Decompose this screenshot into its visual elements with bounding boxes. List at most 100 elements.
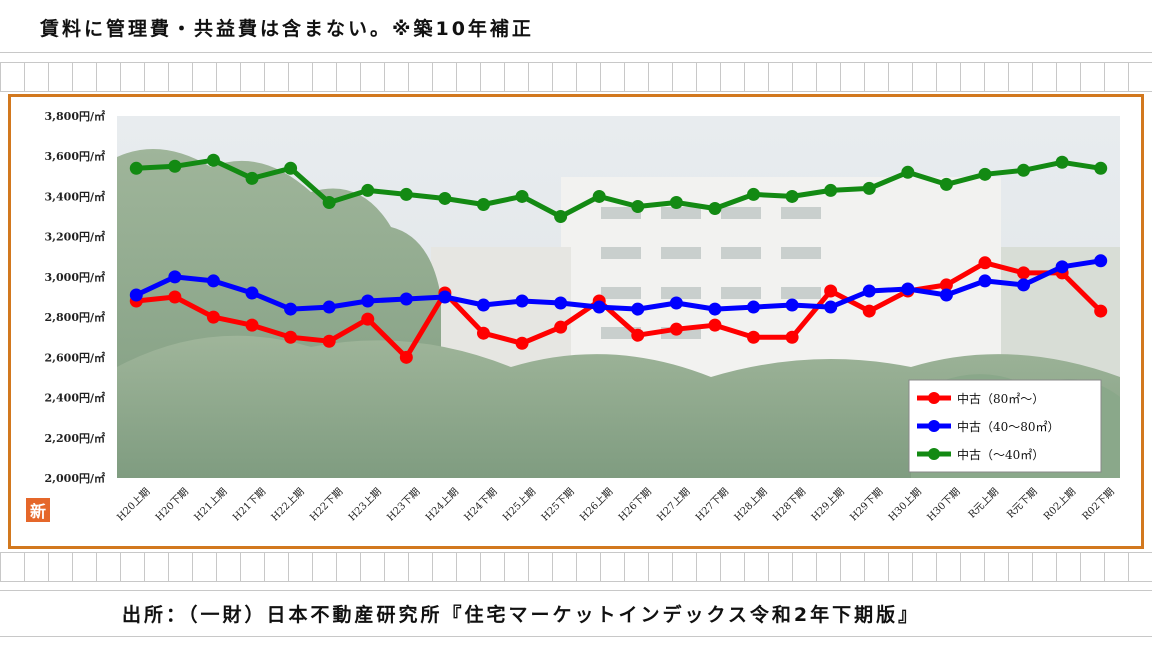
data-point xyxy=(554,320,568,334)
data-point xyxy=(438,191,452,205)
data-point xyxy=(978,274,992,288)
data-point xyxy=(747,330,761,344)
data-point xyxy=(862,304,876,318)
data-point xyxy=(631,328,645,342)
data-point xyxy=(939,288,953,302)
legend-label: 中古（～40㎡） xyxy=(957,447,1044,462)
rent-chart: 2,000円/㎡ 2,200円/㎡ 2,400円/㎡ 2,600円/㎡ 2,800円/㎡… xyxy=(45,109,1120,524)
new-badge: 新 xyxy=(26,498,50,522)
data-point xyxy=(399,292,413,306)
data-point xyxy=(322,195,336,209)
x-tick-label: H30下期 xyxy=(925,486,963,524)
data-point xyxy=(322,300,336,314)
x-tick-label: H22下期 xyxy=(307,486,345,524)
grid-strip-bottom xyxy=(0,552,1152,582)
x-tick-label: H21下期 xyxy=(230,486,268,524)
x-tick-label: H25下期 xyxy=(539,486,577,524)
series-1 xyxy=(129,254,1108,316)
data-point xyxy=(322,334,336,348)
x-tick-label: H27下期 xyxy=(693,486,731,524)
data-point xyxy=(862,284,876,298)
x-tick-label: H27上期 xyxy=(655,486,693,524)
data-point xyxy=(824,183,838,197)
y-tick-label: 2,600円/㎡ xyxy=(45,350,105,364)
data-point xyxy=(1055,155,1069,169)
data-point xyxy=(1017,163,1031,177)
data-point xyxy=(824,284,838,298)
data-point xyxy=(399,350,413,364)
y-tick-label: 2,200円/㎡ xyxy=(45,431,105,445)
y-tick-label: 3,000円/㎡ xyxy=(45,270,105,284)
data-point xyxy=(1094,304,1108,318)
source-credit: 出所：（一財）日本不動産研究所『住宅マーケットインデックス令和2年下期版』 xyxy=(122,604,921,626)
data-point xyxy=(901,165,915,179)
data-point xyxy=(939,278,953,292)
x-tick-label: H30上期 xyxy=(886,486,924,524)
x-tick-label: H24上期 xyxy=(423,486,461,524)
data-point xyxy=(284,302,298,316)
data-point xyxy=(476,197,490,211)
data-point xyxy=(669,296,683,310)
x-tick-label: H26上期 xyxy=(578,486,616,524)
y-tick-label: 3,400円/㎡ xyxy=(45,189,105,203)
data-point xyxy=(747,300,761,314)
data-point xyxy=(245,286,259,300)
chart-frame: 2,000円/㎡ 2,200円/㎡ 2,400円/㎡ 2,600円/㎡ 2,800円/㎡… xyxy=(8,94,1144,549)
data-point xyxy=(862,181,876,195)
x-tick-label: H23上期 xyxy=(346,486,384,524)
data-point xyxy=(631,302,645,316)
x-tick-label: H24下期 xyxy=(462,486,500,524)
data-point xyxy=(747,187,761,201)
series-0 xyxy=(129,256,1108,364)
data-point xyxy=(361,294,375,308)
data-point xyxy=(168,290,182,304)
data-point xyxy=(824,300,838,314)
data-point xyxy=(1094,161,1108,175)
legend-label: 中古（40～80㎡） xyxy=(957,419,1060,434)
legend-label: 中古（80㎡～） xyxy=(957,391,1044,406)
data-point xyxy=(129,161,143,175)
chart-note: 賃料に管理費・共益費は含まない。※築10年補正 xyxy=(40,18,534,40)
data-point xyxy=(669,195,683,209)
x-tick-label: H29上期 xyxy=(809,486,847,524)
data-point xyxy=(245,318,259,332)
data-point xyxy=(978,167,992,181)
divider xyxy=(0,590,1152,591)
data-point xyxy=(361,183,375,197)
data-point xyxy=(1017,278,1031,292)
data-point xyxy=(1055,260,1069,274)
data-point xyxy=(206,310,220,324)
data-point xyxy=(168,270,182,284)
data-point xyxy=(438,290,452,304)
y-tick-label: 3,800円/㎡ xyxy=(45,109,105,123)
data-point xyxy=(592,300,606,314)
data-point xyxy=(592,189,606,203)
series-line xyxy=(136,157,1102,220)
data-point xyxy=(206,274,220,288)
x-tick-label: H26下期 xyxy=(616,486,654,524)
x-tick-label: H20上期 xyxy=(115,486,153,524)
data-point xyxy=(206,153,220,167)
data-point xyxy=(708,302,722,316)
x-tick-label: R元上期 xyxy=(966,486,1001,521)
data-point xyxy=(168,159,182,173)
data-point xyxy=(1094,254,1108,268)
y-tick-label: 2,400円/㎡ xyxy=(45,391,105,405)
y-tick-label: 3,200円/㎡ xyxy=(45,230,105,244)
data-point xyxy=(515,189,529,203)
x-tick-label: R02上期 xyxy=(1041,486,1078,523)
x-tick-label: R元下期 xyxy=(1005,486,1040,521)
y-tick-label: 2,000円/㎡ xyxy=(45,471,105,485)
grid-strip-top xyxy=(0,62,1152,92)
y-tick-label: 2,800円/㎡ xyxy=(45,310,105,324)
data-point xyxy=(476,326,490,340)
x-tick-label: R02下期 xyxy=(1080,486,1117,523)
divider xyxy=(0,636,1152,637)
legend-marker xyxy=(928,392,940,404)
x-tick-label: H28下期 xyxy=(770,486,808,524)
data-point xyxy=(978,256,992,270)
data-point xyxy=(554,210,568,224)
data-point xyxy=(1017,266,1031,280)
divider xyxy=(0,52,1152,53)
x-tick-label: H25上期 xyxy=(500,486,538,524)
